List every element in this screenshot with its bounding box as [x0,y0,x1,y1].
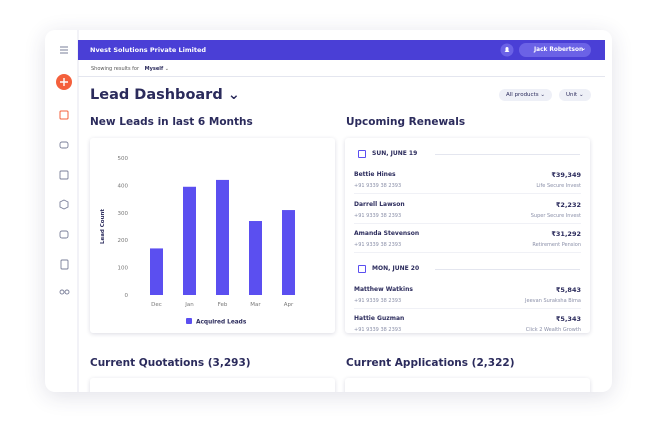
quotations-title: Current Quotations (3,293) [90,357,251,369]
legend-swatch [186,318,192,324]
calendar-icon [358,150,366,158]
amount: ₹31,292 [551,230,581,238]
amount: ₹2,232 [555,200,581,209]
y-tick-label: 0 [125,293,129,299]
x-tick-label: Jan [184,302,194,308]
client-name: Bettie Hines [354,171,396,178]
company-name: Nvest Solutions Private Limited [90,46,207,54]
product: Life Secure Invest [536,183,581,189]
date-header: MON, JUNE 20 [372,264,420,272]
date-rule [435,154,580,155]
amount: ₹5,843 [555,285,581,294]
phone: +91 9339 38 2393 [354,297,402,304]
filter-value: Myself [144,66,164,72]
product: Jeevan Suraksha Bima [525,297,581,304]
date-header: SUN, JUNE 19 [372,150,418,157]
renewals-card: SUN, JUNE 19 Bettie Hines ₹39,349 +91 9339 … [345,138,590,333]
product-filter[interactable]: All products ⌄ [499,89,552,101]
y-axis-label: Lead Count [100,209,106,244]
row-rule [354,252,581,253]
amount: ₹5,343 [555,315,581,323]
top-bar: Nvest Solutions Private Limited Jack Rob… [78,40,605,60]
product: Click 2 Wealth Growth [525,327,581,333]
product: Super Secure Invest [530,212,581,219]
x-tick-label: Dec [151,302,162,308]
page-title[interactable]: Lead Dashboard ⌄ [90,87,240,103]
x-tick-label: Feb [218,302,228,308]
divider [78,76,605,77]
applications-card [345,378,590,392]
user-name: Jack Robertson [534,46,584,53]
unit-filter-text: Unit [566,92,578,98]
y-tick-label: 400 [118,183,129,189]
bar [183,186,196,295]
client-name: Hattie Guzman [354,315,405,322]
amount: ₹39,349 [551,171,581,179]
phone: +91 9339 38 2393 [354,242,402,248]
notification-bell[interactable] [500,43,514,57]
y-tick-label: 100 [118,266,129,272]
chart-title: New Leads in last 6 Months [90,116,253,128]
client-name: Amanda Stevenson [354,230,420,237]
applications-title: Current Applications (2,322) [346,357,515,369]
user-menu[interactable]: Jack Robertson ⌄ [519,43,591,57]
legend-label: Acquired Leads [196,320,247,326]
product-filter-text: All products [506,92,539,98]
y-tick-label: 300 [118,211,129,217]
chart: 0 100 200 300 400 500 Lead Count Dec Jan Feb Mar Ap… [100,156,295,326]
phone: +91 9339 38 2393 [354,327,402,333]
phone: +91 9339 38 2393 [354,183,402,189]
row-rule [354,307,581,309]
y-tick-label: 200 [118,238,129,244]
x-tick-label: Apr [284,302,294,308]
phone: +91 9339 38 2393 [354,212,402,219]
client-name: Matthew Watkins [354,285,413,293]
renewals-title: Upcoming Renewals [346,116,466,128]
bar [216,179,229,295]
results-filter[interactable]: Showing results for Myself ⌄ [91,66,169,72]
quotations-card [90,378,335,392]
filter-label: Showing results for [91,66,140,72]
bar [150,248,163,295]
bar [249,221,262,295]
y-tick-label: 500 [118,156,129,162]
date-rule [435,268,580,270]
sidebar [56,30,79,392]
calendar-icon [358,264,366,273]
bar [282,210,295,295]
chart-card: 0 100 200 300 400 500 Lead Count Dec Jan Feb Mar Ap… [90,138,335,333]
row-rule [354,222,581,224]
unit-filter[interactable]: Unit ⌄ [559,89,591,101]
app-window: Nvest Solutions Private Limited Jack Rob… [45,30,612,392]
dropdown-caret: ⌄ [581,45,587,52]
product: Retirement Pension [532,242,581,248]
row-rule [354,193,581,194]
x-tick-label: Mar [250,302,261,308]
page-title-text: Lead Dashboard [90,87,223,103]
client-name: Darrell Lawson [354,200,405,208]
